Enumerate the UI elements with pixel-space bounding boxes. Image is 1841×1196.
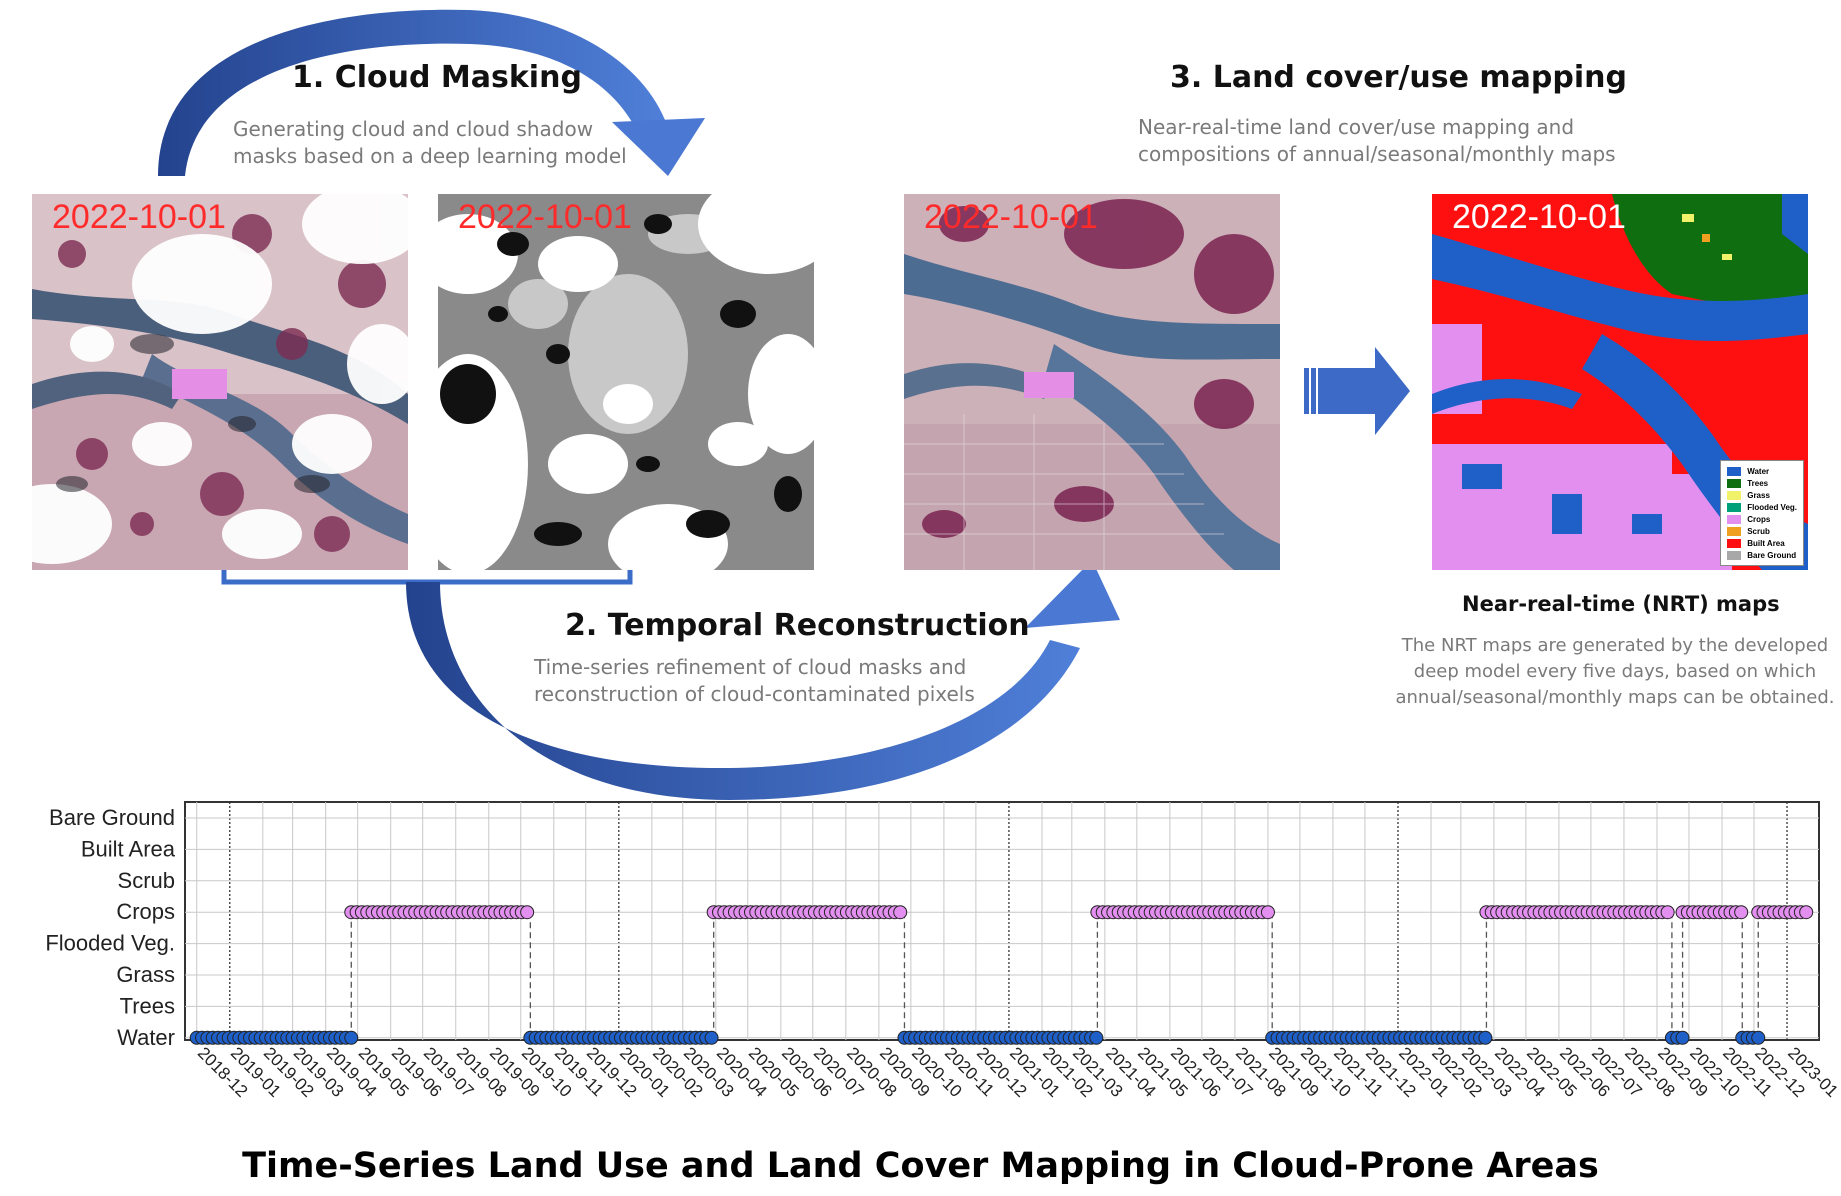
data-point (1260, 905, 1275, 920)
legend-item: Built Area (1727, 537, 1797, 549)
temporal-reconstruction-title: 2. Temporal Reconstruction (565, 608, 1030, 643)
data-point (704, 1030, 719, 1045)
legend-item: Water (1727, 465, 1797, 477)
data-point (520, 905, 535, 920)
y-tick-label: Water (117, 1025, 175, 1050)
data-point (1089, 1030, 1104, 1045)
legend-swatch (1727, 538, 1742, 548)
legend-item: Bare Ground (1727, 549, 1797, 561)
temporal-reconstruction-desc-line2: reconstruction of cloud-contaminated pix… (534, 682, 975, 706)
legend-swatch (1727, 550, 1742, 560)
data-point (1751, 1030, 1766, 1045)
legend-item: Grass (1727, 489, 1797, 501)
legend-item: Flooded Veg. (1727, 501, 1797, 513)
cloud-masking-desc-line1: Generating cloud and cloud shadow (233, 117, 594, 141)
cloud-mask-image (438, 194, 814, 570)
data-point (893, 905, 908, 920)
y-tick-label: Scrub (118, 868, 175, 893)
legend-label: Water (1747, 466, 1770, 476)
legend-swatch (1727, 502, 1742, 512)
legend-swatch (1727, 526, 1742, 536)
nrt-desc-line2: deep model every five days, based on whi… (1413, 661, 1817, 682)
cloud-masking-arrowhead (612, 118, 705, 176)
cloudy-image-panel: 2022-10-01 (32, 194, 408, 570)
legend-label: Grass (1747, 490, 1770, 500)
y-tick-label: Bare Ground (49, 805, 175, 830)
legend-swatch (1727, 478, 1742, 488)
legend-item: Crops (1727, 513, 1797, 525)
data-point (1675, 1030, 1690, 1045)
to-map-arrow-tail-1 (1304, 368, 1309, 414)
y-tick-label: Built Area (81, 836, 176, 861)
cloud-masking-desc-line2: masks based on a deep learning model (233, 144, 627, 168)
legend-swatch (1727, 514, 1742, 524)
data-point (1734, 905, 1749, 920)
to-map-arrow-tail-2 (1311, 368, 1316, 414)
cloudy-image-date: 2022-10-01 (52, 198, 226, 236)
panel-bracket (221, 570, 633, 585)
legend-swatch (1727, 490, 1742, 500)
reconstructed-image-date: 2022-10-01 (924, 198, 1098, 236)
land-cover-map-panel: 2022-10-01 Water Trees Grass Flooded Veg. Cr… (1432, 194, 1808, 570)
main-title: Time-Series Land Use and Land Cover Mapp… (242, 1146, 1599, 1186)
reconstructed-satellite-image (904, 194, 1280, 570)
data-point (1660, 905, 1675, 920)
land-cover-mapping-desc: Near-real-time land cover/use mapping an… (1138, 114, 1616, 168)
y-tick-label: Flooded Veg. (45, 931, 175, 956)
y-tick-label: Grass (116, 962, 175, 987)
cloud-mask-date: 2022-10-01 (458, 198, 632, 236)
temporal-reconstruction-desc-line1: Time-series refinement of cloud masks an… (534, 655, 967, 679)
cloud-masking-arrow (158, 9, 665, 176)
plot-frame (184, 801, 1820, 1041)
land-cover-mapping-desc-line1: Near-real-time land cover/use mapping an… (1138, 115, 1575, 139)
legend-label: Trees (1747, 478, 1769, 488)
data-point (344, 1030, 359, 1045)
cloudy-satellite-image (32, 194, 408, 570)
nrt-desc-line3: annual/seasonal/monthly maps can be obta… (1395, 687, 1835, 708)
temporal-arrowhead (1025, 560, 1120, 628)
data-point (1478, 1030, 1493, 1045)
legend-label: Bare Ground (1747, 550, 1797, 560)
reconstructed-image-panel: 2022-10-01 (904, 194, 1280, 570)
cloud-masking-desc: Generating cloud and cloud shadow masks … (233, 116, 627, 170)
nrt-desc-line1: The NRT maps are generated by the develo… (1401, 635, 1829, 656)
cloud-mask-panel: 2022-10-01 (438, 194, 814, 570)
legend-item: Trees (1727, 477, 1797, 489)
legend-label: Built Area (1747, 538, 1785, 548)
map-legend: Water Trees Grass Flooded Veg. Crops Scrub Bui… (1720, 460, 1804, 566)
land-cover-map-date: 2022-10-01 (1452, 198, 1626, 236)
nrt-maps-title: Near-real-time (NRT) maps (1462, 592, 1780, 616)
cloud-masking-title: 1. Cloud Masking (292, 60, 582, 95)
to-map-arrow (1318, 347, 1410, 435)
temporal-arrow (406, 582, 1080, 800)
data-point (1799, 905, 1814, 920)
legend-label: Flooded Veg. (1747, 502, 1797, 512)
nrt-maps-desc: The NRT maps are generated by the develo… (1390, 633, 1840, 711)
y-tick-label: Crops (116, 899, 175, 924)
land-cover-mapping-title: 3. Land cover/use mapping (1170, 60, 1627, 95)
y-tick-label: Trees (120, 993, 175, 1018)
legend-item: Scrub (1727, 525, 1797, 537)
legend-label: Crops (1747, 514, 1771, 524)
temporal-reconstruction-desc: Time-series refinement of cloud masks an… (534, 654, 975, 708)
legend-label: Scrub (1747, 526, 1770, 536)
land-cover-mapping-desc-line2: compositions of annual/seasonal/monthly … (1138, 142, 1616, 166)
legend-swatch (1727, 466, 1742, 476)
time-series-chart: 2018-122019-012019-022019-032019-042019-… (45, 801, 1841, 1101)
